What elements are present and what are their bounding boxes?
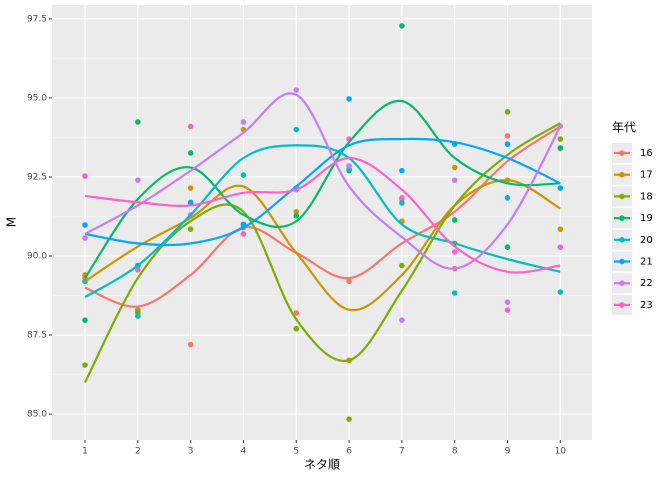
point (240, 231, 247, 237)
smooth-line (84, 122, 561, 383)
y-tick-label: 90.0 (27, 252, 47, 262)
smooth-line (84, 144, 561, 299)
point (557, 289, 564, 295)
x-tick-label: 4 (241, 447, 247, 457)
x-tick-label: 3 (188, 447, 194, 457)
y-axis-label: M (5, 217, 19, 227)
point (451, 249, 458, 255)
point (399, 195, 405, 201)
point (135, 177, 141, 183)
point (399, 317, 405, 323)
point (346, 278, 352, 285)
point (82, 317, 88, 323)
smooth-line (84, 156, 561, 274)
point (504, 109, 511, 115)
point (293, 213, 300, 219)
legend-point (619, 193, 625, 200)
point (82, 362, 88, 368)
point (293, 208, 300, 215)
point (135, 267, 141, 273)
x-tick-label: 7 (399, 447, 405, 457)
point (504, 299, 511, 305)
point (451, 164, 458, 171)
x-tick-label: 5 (293, 447, 299, 457)
point (504, 195, 511, 201)
point (187, 150, 194, 156)
x-tick-label: 10 (555, 447, 567, 457)
point (240, 119, 247, 125)
smooth-line (84, 92, 562, 270)
legend-point (619, 258, 625, 265)
legend-label: 23 (640, 300, 653, 311)
legend-point (619, 171, 625, 178)
point (346, 416, 352, 422)
y-tick-label: 97.5 (27, 14, 47, 24)
y-tick-label: 95.0 (27, 93, 47, 103)
point (451, 177, 458, 183)
point (240, 172, 247, 178)
point (187, 341, 194, 348)
point (82, 222, 88, 228)
point (135, 308, 141, 315)
point (557, 145, 564, 151)
point (82, 173, 88, 179)
point (293, 87, 300, 93)
x-tick-label: 8 (452, 447, 458, 457)
point (187, 185, 194, 191)
legend-label: 16 (640, 148, 653, 159)
legend-point (619, 237, 625, 243)
point (557, 244, 564, 250)
smooth-line (84, 99, 561, 279)
point (346, 163, 352, 169)
legend-title: 年代 (612, 121, 636, 135)
point (82, 235, 88, 241)
point (557, 185, 564, 191)
point (399, 167, 405, 174)
legend-label: 18 (640, 191, 653, 202)
x-tick-label: 6 (346, 447, 352, 457)
smooth-line (84, 137, 561, 247)
x-tick-label: 1 (82, 447, 88, 457)
point (557, 226, 564, 232)
legend-label: 20 (640, 235, 653, 246)
point (135, 119, 141, 125)
legend-point (619, 215, 625, 221)
point (293, 325, 300, 332)
y-tick-label: 85.0 (27, 410, 47, 420)
point (399, 200, 405, 206)
point (293, 126, 300, 133)
smooth-line (84, 179, 561, 312)
point (293, 310, 300, 316)
point (451, 290, 458, 296)
x-tick-label: 9 (505, 447, 511, 457)
legend-label: 21 (640, 257, 653, 268)
point (346, 96, 352, 102)
legend-point (619, 302, 625, 308)
plot-area (82, 23, 564, 422)
y-tick-label: 92.5 (27, 172, 47, 182)
x-tick-label: 2 (135, 447, 141, 457)
point (504, 307, 511, 313)
point (504, 133, 511, 139)
panel (52, 5, 592, 440)
legend-point (619, 150, 625, 156)
legend-label: 22 (640, 278, 653, 289)
point (504, 141, 511, 147)
legend-label: 17 (640, 170, 653, 181)
point (399, 262, 405, 269)
x-axis-label: ネタ順 (304, 458, 340, 472)
legend-point (619, 280, 625, 287)
point (399, 23, 405, 29)
point (451, 217, 458, 223)
point (557, 136, 564, 142)
point (504, 244, 511, 250)
point (187, 123, 194, 130)
point (135, 313, 141, 319)
point (187, 226, 194, 232)
y-tick-label: 87.5 (27, 331, 47, 341)
legend-label: 19 (640, 213, 653, 224)
